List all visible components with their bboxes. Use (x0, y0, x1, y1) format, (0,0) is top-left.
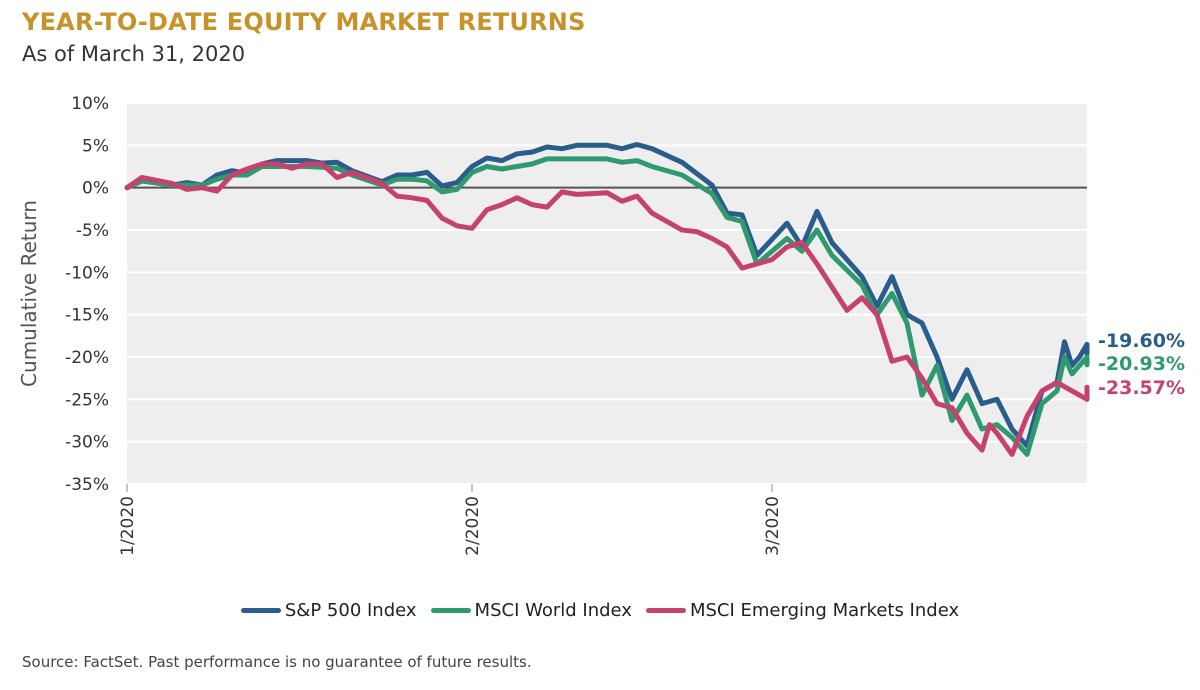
legend-item-em: MSCI Emerging Markets Index (645, 600, 960, 621)
legend-label-em: MSCI Emerging Markets Index (689, 600, 960, 621)
legend-label-sp500: S&P 500 Index (284, 600, 417, 621)
legend-label-world: MSCI World Index (474, 600, 632, 621)
y-tick-label: -20% (65, 348, 109, 368)
x-tick-label: 2/2020 (463, 496, 483, 556)
y-tick-label: 5% (82, 136, 109, 156)
chart-subtitle: As of March 31, 2020 (22, 42, 246, 66)
y-tick-label: -30% (65, 433, 109, 453)
legend-swatch-world (430, 608, 471, 613)
legend-swatch-sp500 (240, 608, 281, 613)
series-line-2 (124, 161, 1090, 457)
line-chart: 10% 5% 0% -5% -10% -15% -20% -25% -30% -35% Cumula… (17, 94, 1185, 556)
series-line-0 (124, 142, 1090, 449)
y-tick-label: -15% (65, 306, 109, 326)
legend-swatch-em (645, 608, 686, 613)
y-tick-label: -5% (76, 221, 109, 241)
x-tick-label: 3/2020 (763, 496, 783, 556)
source-note: Source: FactSet. Past performance is no … (22, 653, 532, 671)
y-tick-label: 10% (71, 94, 109, 114)
end-value-label-0: -19.60% (1098, 330, 1185, 352)
x-tick-label: 1/2020 (118, 496, 138, 556)
chart-title: YEAR-TO-DATE EQUITY MARKET RETURNS (22, 8, 586, 36)
legend-item-world: MSCI World Index (430, 600, 632, 621)
y-tick-label: -35% (65, 475, 109, 495)
y-tick-label: 0% (82, 179, 109, 199)
y-axis-label: Cumulative Return (17, 200, 41, 387)
end-value-label-1: -20.93% (1098, 353, 1185, 375)
y-tick-label: -10% (65, 263, 109, 283)
end-value-label-2: -23.57% (1098, 377, 1185, 399)
chart-legend: S&P 500 Index MSCI World Index MSCI Emer… (0, 600, 1200, 621)
legend-item-sp500: S&P 500 Index (240, 600, 417, 621)
y-tick-label: -25% (65, 390, 109, 410)
